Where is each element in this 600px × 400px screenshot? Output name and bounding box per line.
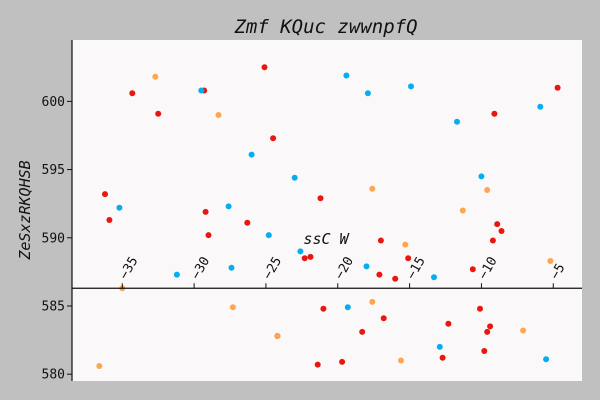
data-point (274, 333, 281, 339)
data-point (173, 271, 180, 278)
data-point (152, 73, 159, 80)
data-point (376, 271, 383, 278)
data-point (445, 320, 452, 327)
data-point (469, 266, 476, 273)
data-point (248, 151, 255, 158)
data-point (392, 275, 399, 282)
data-point (554, 84, 561, 91)
data-point (307, 253, 314, 260)
data-point (225, 203, 232, 210)
x-axis-label: ssC W (303, 230, 350, 248)
data-point (484, 187, 491, 193)
x-tick-label: −5 (548, 261, 569, 282)
y-axis-label: ZeSxzRKQHSB (16, 160, 34, 260)
data-point (244, 219, 251, 226)
data-point (454, 118, 460, 125)
chart-title: Zmf KQuc zwwnpfQ (233, 16, 417, 38)
data-point (398, 357, 404, 364)
data-point (494, 221, 501, 228)
data-point (314, 361, 321, 368)
data-point (106, 217, 113, 223)
data-point (498, 228, 505, 234)
data-point (265, 232, 272, 239)
y-tick-label: 580 (42, 368, 65, 383)
data-points (96, 64, 561, 369)
plot-background (72, 40, 582, 381)
data-point (520, 327, 527, 334)
data-point (297, 248, 304, 255)
data-point (364, 90, 371, 97)
data-point (261, 64, 268, 71)
data-point (369, 185, 376, 192)
data-point (343, 72, 350, 79)
data-point (543, 356, 550, 363)
data-point (363, 263, 370, 270)
data-point (491, 110, 498, 117)
data-point (116, 204, 123, 211)
y-tick-label: 600 (42, 95, 65, 110)
data-point (344, 304, 351, 311)
y-tick-label: 585 (42, 299, 65, 314)
data-point (96, 363, 103, 369)
y-tick-label: 590 (42, 231, 65, 246)
data-point (547, 258, 554, 264)
data-point (408, 83, 414, 90)
data-point (339, 358, 346, 365)
data-point (228, 264, 235, 271)
data-point (301, 255, 308, 262)
data-point (481, 348, 488, 354)
data-point (477, 305, 483, 312)
data-point (537, 103, 544, 110)
data-point (459, 207, 466, 214)
data-point (198, 87, 205, 94)
data-point (202, 208, 209, 215)
data-point (229, 304, 236, 311)
data-point (102, 191, 108, 198)
data-point (359, 328, 366, 335)
data-point (317, 195, 324, 202)
data-point (402, 241, 409, 248)
data-point (205, 232, 212, 239)
data-point (320, 305, 327, 312)
data-point (380, 315, 387, 322)
data-point (215, 112, 222, 118)
y-axis-ticks: 580 585 590 595 600 (42, 95, 72, 383)
data-point (484, 328, 491, 335)
data-point (436, 343, 443, 350)
data-point (439, 354, 446, 361)
data-point (377, 237, 384, 244)
data-point (369, 298, 376, 305)
data-point (478, 173, 485, 180)
data-point (431, 274, 437, 281)
data-point (291, 174, 298, 181)
data-point (155, 110, 162, 117)
y-tick-label: 595 (42, 163, 65, 178)
data-point (489, 237, 496, 244)
data-point (129, 90, 136, 97)
data-point (405, 255, 412, 262)
data-point (487, 323, 494, 330)
data-point (270, 135, 277, 142)
